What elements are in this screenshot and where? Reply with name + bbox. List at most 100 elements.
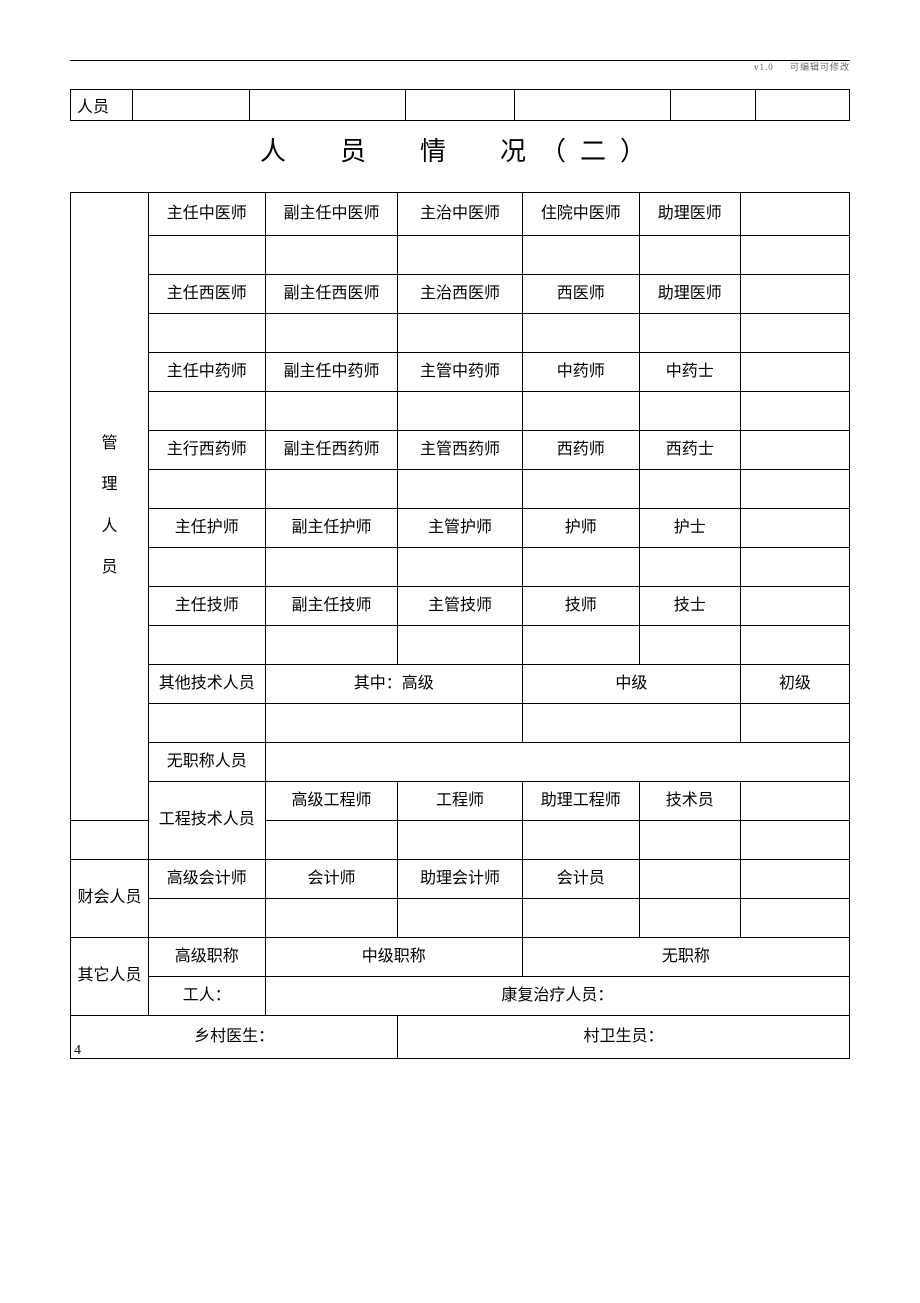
top-cell-6 <box>756 90 850 121</box>
top-cell-1 <box>133 90 250 121</box>
cell <box>740 275 849 314</box>
top-small-table: 人员 <box>70 89 850 121</box>
cell: 其中：高级 <box>265 665 522 704</box>
top-rule <box>70 60 850 61</box>
blank-cell <box>740 236 849 275</box>
blank-cell <box>265 470 397 509</box>
blank-cell <box>265 704 522 743</box>
cell: 中药士 <box>639 353 740 392</box>
blank-cell <box>265 626 397 665</box>
cell: 技士 <box>639 587 740 626</box>
blank-cell <box>265 899 397 938</box>
cell: 村卫生员： <box>398 1016 850 1059</box>
cell: 工程师 <box>398 782 523 821</box>
cell: 副主任西医师 <box>265 275 397 314</box>
cell: 主管中药师 <box>398 353 523 392</box>
blank-cell <box>398 626 523 665</box>
cell: 会计员 <box>522 860 639 899</box>
cell: 助理会计师 <box>398 860 523 899</box>
side-fin: 财会人员 <box>71 860 149 938</box>
cell: 无职称 <box>522 938 849 977</box>
cell: 助理医师 <box>639 193 740 236</box>
cell <box>740 860 849 899</box>
blank-cell <box>265 821 397 860</box>
blank-cell <box>639 626 740 665</box>
cell: 主管西药师 <box>398 431 523 470</box>
blank-cell <box>148 704 265 743</box>
cell: 中药师 <box>522 353 639 392</box>
page-number: 4 <box>74 1043 81 1059</box>
cell: 西药师 <box>522 431 639 470</box>
cell: 副主任中药师 <box>265 353 397 392</box>
blank-cell <box>265 392 397 431</box>
cell: 住院中医师 <box>522 193 639 236</box>
blank-cell <box>740 704 849 743</box>
cell: 主任中药师 <box>148 353 265 392</box>
blank-cell <box>398 236 523 275</box>
cell: 中级职称 <box>265 938 522 977</box>
side-eng: 工程技术人员 <box>148 782 265 860</box>
main-table: 管 理 人 员 主任中医师 副主任中医师 主治中医师 住院中医师 助理医师 主任… <box>70 192 850 1059</box>
cell: 技师 <box>522 587 639 626</box>
blank-cell <box>398 821 523 860</box>
side-mgmt: 管 理 人 员 <box>71 193 149 821</box>
page-title: 人 员 情 况（二） <box>70 131 850 168</box>
cell: 助理工程师 <box>522 782 639 821</box>
blank-cell <box>740 314 849 353</box>
cell: 主任西医师 <box>148 275 265 314</box>
cell: 助理医师 <box>639 275 740 314</box>
blank-cell <box>639 821 740 860</box>
blank-cell <box>148 548 265 587</box>
cell: 护士 <box>639 509 740 548</box>
blank-cell <box>522 470 639 509</box>
blank-cell <box>522 392 639 431</box>
blank-cell <box>398 548 523 587</box>
blank-cell <box>740 392 849 431</box>
cell <box>639 860 740 899</box>
blank-cell <box>398 470 523 509</box>
cell <box>740 782 849 821</box>
blank-cell <box>639 548 740 587</box>
cell: 主治西医师 <box>398 275 523 314</box>
blank-cell <box>522 626 639 665</box>
blank-cell <box>398 392 523 431</box>
cell: 主任技师 <box>148 587 265 626</box>
cell: 高级职称 <box>148 938 265 977</box>
blank-cell <box>398 899 523 938</box>
cell: 主行西药师 <box>148 431 265 470</box>
blank-cell <box>740 548 849 587</box>
cell <box>740 509 849 548</box>
top-cell-0: 人员 <box>71 90 133 121</box>
blank-cell <box>639 314 740 353</box>
blank-cell <box>71 821 149 860</box>
cell <box>740 193 849 236</box>
cell <box>740 587 849 626</box>
blank-cell <box>639 236 740 275</box>
cell: 乡村医生： <box>71 1016 398 1059</box>
top-cell-2 <box>250 90 406 121</box>
version-label: v1.0 <box>754 62 774 72</box>
cell: 其他技术人员 <box>148 665 265 704</box>
blank-cell <box>522 548 639 587</box>
cell: 无职称人员 <box>148 743 265 782</box>
edit-note: 可编辑可修改 <box>790 62 850 72</box>
cell: 中级 <box>522 665 740 704</box>
blank-cell <box>522 821 639 860</box>
top-row: 人员 <box>71 90 850 121</box>
cell: 副主任西药师 <box>265 431 397 470</box>
top-cell-5 <box>670 90 756 121</box>
cell: 会计师 <box>265 860 397 899</box>
blank-cell <box>639 392 740 431</box>
cell: 西药士 <box>639 431 740 470</box>
blank-cell <box>148 392 265 431</box>
blank-cell <box>148 626 265 665</box>
blank-cell <box>740 470 849 509</box>
top-cell-3 <box>405 90 514 121</box>
blank-cell <box>148 314 265 353</box>
blank-cell <box>265 236 397 275</box>
cell: 康复治疗人员： <box>265 977 849 1016</box>
cell: 初级 <box>740 665 849 704</box>
header-meta: v1.0 可编辑可修改 <box>754 60 850 73</box>
blank-cell <box>148 236 265 275</box>
blank-cell <box>265 314 397 353</box>
